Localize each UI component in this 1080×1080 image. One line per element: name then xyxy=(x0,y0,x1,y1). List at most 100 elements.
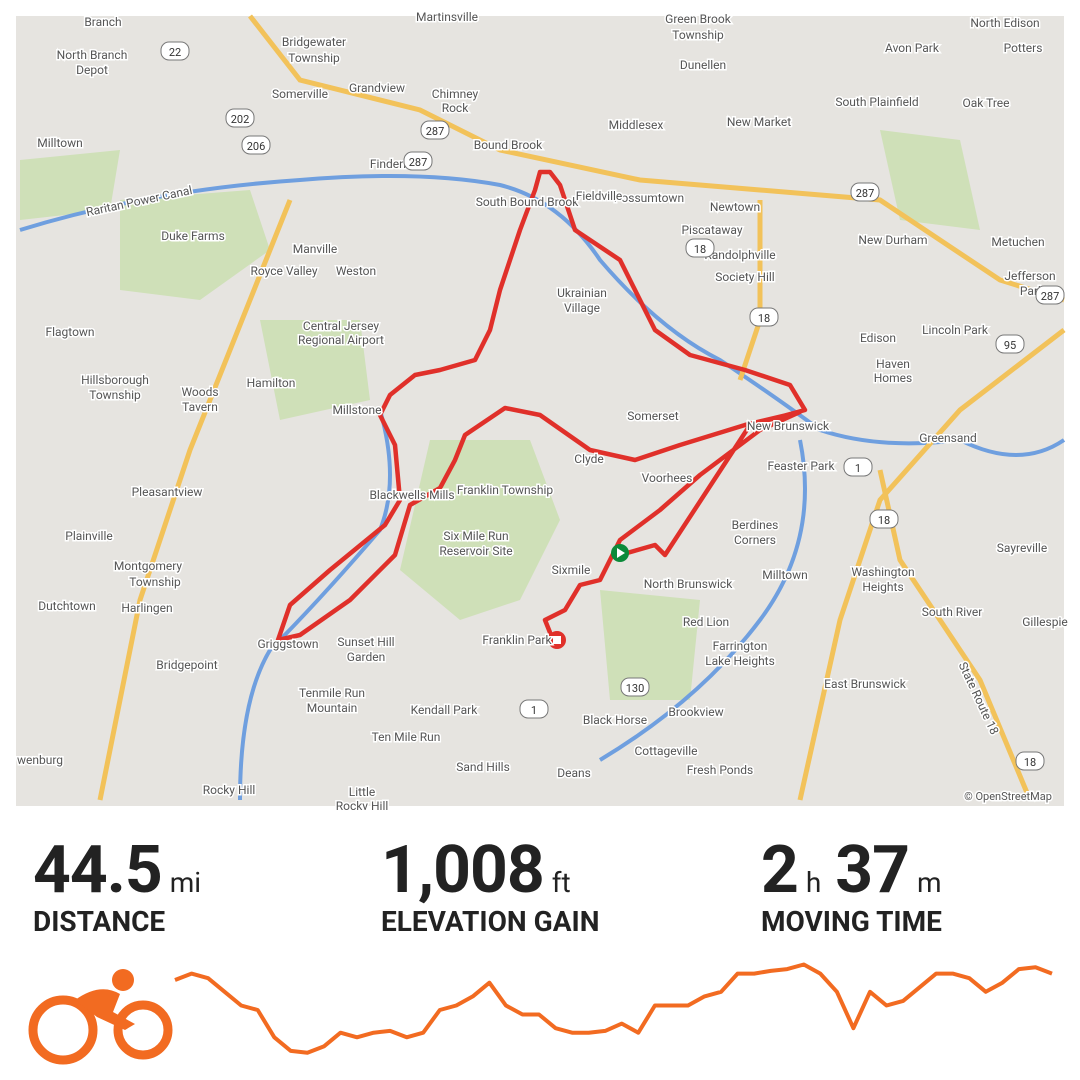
stat-value: 1,008 xyxy=(381,832,545,909)
route-shield xyxy=(995,334,1025,354)
place-label: Manville xyxy=(293,242,338,256)
stat-elevation: 1,008 ft ELEVATION GAIN xyxy=(381,832,599,938)
place-label: Montgomery xyxy=(114,559,183,573)
route-shield xyxy=(620,677,650,697)
place-label: Regional Airport xyxy=(298,333,384,347)
place-label: Haven xyxy=(876,357,910,371)
place-label: Milltown xyxy=(762,568,808,582)
place-label: Middlesex xyxy=(609,118,664,132)
route-shield xyxy=(685,238,715,258)
place-label: Harlingen xyxy=(121,601,172,615)
stat-label: ELEVATION GAIN xyxy=(381,905,600,938)
place-label: South Plainfield xyxy=(835,95,918,109)
place-label: Bridgepoint xyxy=(156,658,217,672)
route-shield-label: 22 xyxy=(169,46,181,59)
place-label: wenburg xyxy=(17,753,63,767)
start-icon xyxy=(617,548,625,558)
place-label: Society Hill xyxy=(715,270,774,284)
place-label: Potters xyxy=(1004,41,1043,55)
place-label: Rock xyxy=(442,101,470,115)
route-shield-label: 206 xyxy=(247,140,266,153)
place-label: Township xyxy=(672,28,724,42)
place-label: Dutchtown xyxy=(38,599,96,613)
place-label: Royce Valley xyxy=(250,264,317,278)
attribution: © OpenStreetMap xyxy=(964,790,1052,803)
route-shield xyxy=(225,108,255,128)
route-shield xyxy=(1015,751,1045,771)
place-label: Somerville xyxy=(272,87,328,101)
place-label: Metuchen xyxy=(991,235,1044,249)
place-label: Lincoln Park xyxy=(922,323,989,337)
place-label: Hamilton xyxy=(247,376,296,390)
route-shield xyxy=(519,699,549,719)
route-shield-label: 130 xyxy=(626,682,645,695)
place-label: Randolphville xyxy=(704,248,775,262)
stat-unit: m xyxy=(917,866,942,899)
place-label: Branch xyxy=(84,15,121,29)
place-label: Sunset Hill xyxy=(337,635,394,649)
route-shield-label: 287 xyxy=(409,156,428,169)
elevation-line xyxy=(174,962,1053,1055)
stat-unit: mi xyxy=(169,866,202,899)
place-label: Fieldville xyxy=(576,189,623,203)
stat-unit: ft xyxy=(551,866,571,899)
rivers xyxy=(19,174,1066,801)
place-label: Sayreville xyxy=(997,541,1047,555)
place-label: Rocky Hill xyxy=(203,783,256,797)
place-label: Depot xyxy=(76,63,108,77)
place-label: Clyde xyxy=(574,452,603,466)
place-label: Cottageville xyxy=(635,744,698,758)
place-label: Reservoir Site xyxy=(439,544,512,558)
place-label: Duke Farms xyxy=(161,229,225,243)
route-shield-label: 202 xyxy=(231,113,250,126)
place-label: Corners xyxy=(734,533,776,547)
place-label: Jefferson xyxy=(1004,269,1055,283)
route-shield-label: 18 xyxy=(1024,756,1036,769)
place-label: Weston xyxy=(336,264,376,278)
place-label: Blackwells Mills xyxy=(369,488,454,502)
stat-value: 44.5 xyxy=(33,832,163,909)
place-label: Red Lion xyxy=(683,615,729,629)
place-label: Central Jersey xyxy=(303,319,380,333)
place-label: Gillespie xyxy=(1022,615,1068,629)
place-label: Garden xyxy=(347,650,385,664)
place-label: Township xyxy=(89,388,141,402)
place-label: Avon Park xyxy=(885,41,940,55)
route-shield xyxy=(420,120,450,140)
place-label: Martinsville xyxy=(416,10,478,24)
place-label: Hillsborough xyxy=(81,373,149,387)
place-label: Bound Brook xyxy=(474,138,543,152)
place-label: Little xyxy=(349,785,376,799)
route-shield-label: 1 xyxy=(855,462,861,475)
place-label: Deans xyxy=(557,766,591,780)
place-label: Green Brook xyxy=(665,12,732,26)
place-label: New Brunswick xyxy=(747,419,830,433)
place-label: South River xyxy=(922,605,983,619)
route-shield-label: 18 xyxy=(694,243,706,256)
stat-label: DISTANCE xyxy=(33,905,166,938)
place-label: Piscataway xyxy=(681,223,742,237)
place-label: Lake Heights xyxy=(705,654,775,668)
place-label: Greensand xyxy=(919,431,977,445)
place-label: New Durham xyxy=(858,233,927,247)
place-label: Village xyxy=(564,301,600,315)
place-label: Milltown xyxy=(37,136,83,150)
place-label: Kendall Park xyxy=(411,703,479,717)
route-shield-label: 287 xyxy=(1041,290,1060,303)
route xyxy=(275,169,808,646)
place-label: Franklin Township xyxy=(457,483,554,497)
place-label: New Market xyxy=(727,115,791,129)
place-label: Tavern xyxy=(182,400,218,414)
stat-value: 37 xyxy=(835,832,910,909)
place-label: Heights xyxy=(862,580,903,594)
route-shield-label: 287 xyxy=(856,187,875,200)
place-label: Ten Mile Run xyxy=(372,730,441,744)
place-label: Tenmile Run xyxy=(299,686,365,700)
place-label: Feaster Park xyxy=(767,459,835,473)
place-label: East Brunswick xyxy=(824,677,907,691)
place-label: Newtown xyxy=(710,200,760,214)
place-label: North Branch xyxy=(57,48,128,62)
route-shield xyxy=(869,509,899,529)
